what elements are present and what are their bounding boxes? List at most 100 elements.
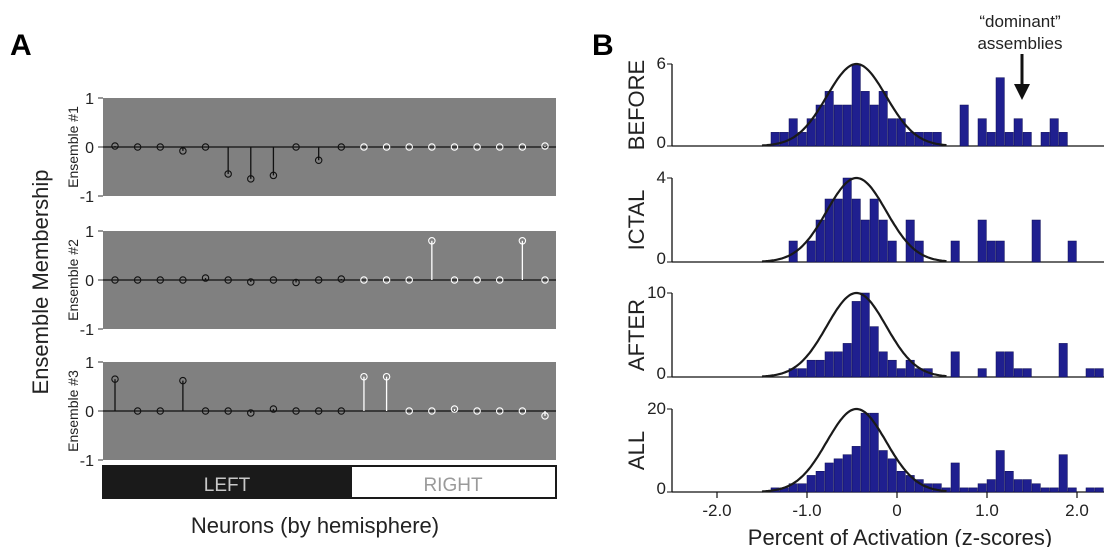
histogram-bar [860,292,870,378]
stem-marker [382,372,391,381]
histogram-bar [887,458,897,493]
stem-marker [382,276,391,284]
stem-marker [156,276,165,284]
histogram-bar [896,368,906,378]
histogram-bar [878,219,888,263]
histogram-bar [1067,240,1077,263]
stem-marker [292,143,300,151]
histogram-bar [932,132,942,147]
histogram-bar [833,458,843,493]
panel-label-b: B [592,29,614,62]
stem-marker [224,407,232,415]
histogram-bar [797,132,807,147]
y-tick-label: 0 [85,404,94,421]
histogram-bar [977,368,987,378]
gaussian-fit-curve [761,62,947,147]
histogram-bar [950,351,960,378]
histogram-bar [842,177,852,263]
dominant-annotation-line1: “dominant” [979,12,1061,31]
x-tick-label: -2.0 [702,501,731,520]
histogram-bar [869,326,879,378]
histogram-bar [1031,219,1041,263]
stem-marker [495,407,504,415]
y-tick-label: 10 [647,283,666,302]
histogram-bar [842,343,852,378]
histogram-bar [1058,132,1068,147]
histogram-bar [1013,368,1023,378]
histogram-bar [950,462,960,493]
histogram-before: 6 0 BEFORE [624,54,1104,152]
stem-marker [428,237,436,245]
stem-marker [133,143,142,151]
stem-marker [450,405,459,413]
stem-marker [450,276,459,284]
histogram-bar [869,198,879,263]
histogram-bar [995,351,1005,378]
histogram-bar [842,454,852,493]
histogram-bar [869,104,879,147]
stem-marker [473,276,481,284]
histogram-bar [842,104,852,147]
stem-marker [224,276,232,284]
right-hemisphere-block [350,465,557,499]
stem-marker [247,409,255,417]
histogram-bar [1022,368,1032,378]
stem-marker [247,278,255,286]
histogram-bar [1013,479,1023,493]
histogram-bar [887,118,897,147]
right-hemisphere-label: RIGHT [423,475,483,496]
histogram-bar [905,132,915,147]
histogram-bar [1004,471,1014,493]
stem-marker [518,143,527,151]
ensemble-ylabel: Ensemble #1 [65,106,81,188]
histogram-bar [1049,118,1059,147]
histogram-ylabel: ALL [624,431,649,470]
gaussian-fit-curve [761,407,947,493]
stem-marker [292,278,300,287]
stem-marker [314,156,323,164]
histogram-bar [851,301,861,378]
x-tick-label: 0 [892,501,901,520]
histogram-bar [815,104,825,147]
stem-marker [179,376,187,385]
stem-marker [133,407,142,415]
histogram-bar [959,104,969,147]
activation-xlabel: Percent of Activation (z-scores) [748,525,1052,547]
histogram-bar [923,132,933,147]
stem-marker [179,147,187,155]
stem-marker [269,171,278,180]
stem-marker [337,143,346,151]
histogram-after: 10 0 AFTER [624,283,1104,383]
histogram-bar [824,351,834,378]
stem-marker [405,276,413,284]
histogram-bar [1058,454,1068,493]
histogram-bar [995,77,1005,147]
y-tick-label: 1 [85,355,94,372]
stem-marker [201,407,210,415]
y-tick-label: 0 [657,249,666,268]
stem-marker [133,276,142,284]
stem-marker [156,407,165,415]
z-score-x-axis: -2.0 -1.0 0 1.0 2.0 [702,492,1089,520]
y-tick-label: -1 [80,453,94,470]
histogram-bar [914,240,924,263]
histogram-bar [1022,132,1032,147]
histogram-bar [878,450,888,493]
stem-marker [337,407,346,415]
histogram-bar [1058,343,1068,378]
histogram-bar [806,359,816,378]
histogram-bar [878,351,888,378]
histogram-bar [851,63,861,147]
histogram-bar [1049,487,1059,493]
y-tick-label: 0 [85,273,94,290]
histogram-bar [977,118,987,147]
histogram-bar [824,462,834,493]
histogram-bar [860,412,870,493]
histogram-bar [986,240,996,263]
histogram-bar [896,471,906,493]
left-hemisphere-block [102,465,352,499]
